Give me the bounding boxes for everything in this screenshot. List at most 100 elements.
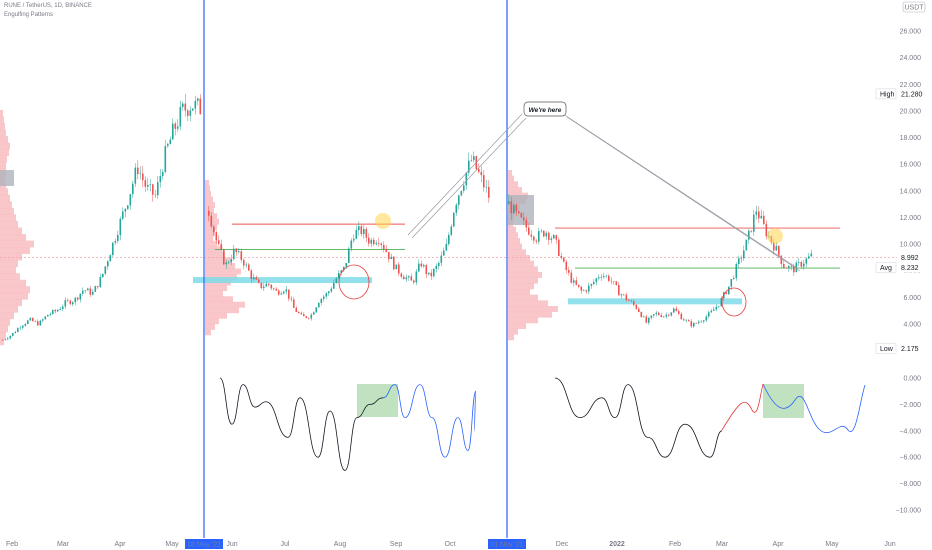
y-tick-label: 16.000 (900, 162, 922, 169)
candle-body (520, 213, 523, 218)
price-badge-label: Low (880, 346, 894, 353)
volume-profile-bar (508, 187, 522, 193)
candle-body (535, 240, 538, 242)
candle-body (92, 291, 94, 295)
volume-profile-bar (205, 263, 235, 269)
candle-body (305, 316, 308, 318)
candle-body (233, 248, 235, 260)
candle-body (798, 261, 800, 263)
candle-body (418, 263, 420, 272)
candle-body (598, 277, 600, 279)
candle-body (725, 292, 728, 295)
candle-body (255, 277, 258, 280)
candle-body (568, 270, 570, 273)
candle-body (663, 316, 665, 318)
volume-profile-bar (0, 170, 14, 186)
candle-body (735, 264, 738, 279)
candle-body (448, 234, 450, 244)
candle-body (533, 236, 535, 241)
candle-body (187, 110, 189, 116)
candle-body (408, 276, 410, 278)
volume-profile-bar (0, 234, 26, 241)
candle-body (177, 126, 179, 129)
marker-date-badge (185, 539, 223, 549)
candle-body (283, 291, 285, 294)
volume-profile-bar (0, 318, 10, 326)
candle-body (793, 265, 795, 273)
candle-body (783, 264, 785, 268)
candle-body (273, 288, 275, 289)
volume-profile-bar (205, 290, 223, 297)
volume-profile-bar (508, 272, 542, 278)
candle-body (430, 272, 433, 277)
candle-body (398, 264, 400, 274)
volume-profile-bar (205, 196, 213, 203)
currency-button[interactable]: USDT (902, 1, 926, 13)
candle-body (7, 338, 9, 340)
candle-body (373, 239, 375, 245)
volume-profile-bar (0, 220, 18, 228)
candle-body (12, 333, 14, 336)
volume-profile-bar (205, 235, 213, 242)
x-tick-label: Sep (390, 541, 403, 548)
candle-body (235, 248, 238, 253)
candle-body (713, 309, 715, 311)
candle-body (174, 123, 177, 129)
volume-profile-bar (508, 311, 552, 318)
candle-body (553, 235, 555, 239)
candle-body (263, 286, 265, 289)
y-tick-label: −4.000 (899, 428, 921, 435)
volume-profile-bar (0, 162, 6, 170)
candle-body (9, 335, 12, 339)
volume-profile-bar (0, 240, 34, 248)
volume-profile-bar (205, 329, 211, 336)
marker-date-badge (488, 539, 526, 549)
candle-body (67, 300, 69, 301)
were-here-label: We're here (529, 107, 562, 114)
candle-body (510, 201, 513, 214)
price-badge-value: 8.232 (901, 265, 919, 272)
candle-body (152, 184, 154, 195)
candle-body (368, 237, 370, 244)
volume-profile-bar (508, 334, 514, 341)
candle-body (4, 339, 7, 341)
candle-body (470, 160, 473, 161)
time-axis[interactable]: Feb Mar Apr May Jun Jul Aug Sep Oct Dec 2022 Feb Mar… (6, 539, 896, 549)
x-tick-label: 2022 (609, 541, 625, 548)
candle-body (728, 286, 730, 295)
candle-body (803, 263, 805, 267)
candle-body (628, 299, 630, 301)
x-tick-label: May (165, 541, 179, 548)
candle-body (77, 297, 79, 300)
volume-profile-bar (0, 123, 5, 130)
candle-body (208, 210, 210, 216)
volume-profile-bar (0, 325, 8, 333)
volume-profile-bar (205, 312, 227, 319)
volume-profile-bar (0, 286, 30, 294)
demand-zone (193, 277, 372, 284)
candle-body (102, 273, 104, 278)
candle-body (693, 322, 695, 327)
volume-profile-bar (0, 273, 20, 281)
candle-body (169, 139, 172, 145)
candle-body (72, 302, 74, 305)
y-tick-label: 14.000 (900, 188, 922, 195)
candle-body (400, 273, 403, 277)
candle-body (104, 266, 107, 274)
candle-body (258, 279, 260, 283)
volume-profile-bar (508, 170, 512, 176)
candle-body (215, 232, 218, 241)
candle-body (455, 204, 458, 213)
candle-body (620, 294, 623, 296)
candle-body (405, 277, 408, 280)
y-tick-label: −10.000 (896, 508, 922, 515)
oscillator-curve (382, 384, 477, 458)
candle-body (528, 227, 530, 235)
pattern-top-highlight (767, 228, 783, 244)
were-here-callout[interactable]: We're here (523, 101, 567, 117)
candle-body (653, 314, 655, 316)
volume-profile-bar (508, 323, 526, 329)
candle-body (250, 270, 253, 280)
candle-body (605, 275, 608, 277)
